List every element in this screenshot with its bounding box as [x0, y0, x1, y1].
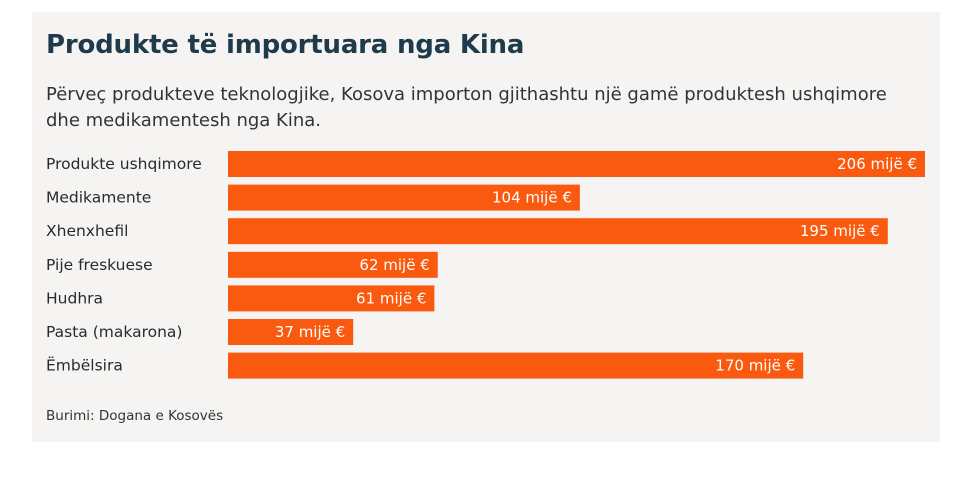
value-label: 195 mijë €: [800, 222, 880, 240]
value-label: 104 mijë €: [492, 189, 572, 207]
value-label: 206 mijë €: [837, 155, 917, 173]
bar: [228, 352, 804, 379]
value-label: 61 mijë €: [356, 289, 426, 307]
chart-title: Produkte të importuara nga Kina: [46, 30, 525, 60]
category-label: Produkte ushqimore: [46, 155, 202, 173]
bar: [228, 218, 888, 245]
bar: [228, 251, 438, 278]
bar-chart: Produkte ushqimore 206 mijë € Medikamente 1…: [46, 151, 925, 379]
value-label: 62 mijë €: [359, 256, 429, 274]
bar: [228, 184, 580, 211]
bar: [228, 319, 354, 345]
value-label: 37 mijë €: [275, 323, 345, 341]
value-label: 170 mijë €: [715, 357, 795, 375]
category-label: Hudhra: [46, 289, 103, 307]
chart-subtitle: Përveç produkteve teknologjike, Kosova i…: [46, 84, 887, 131]
bar: [228, 285, 435, 312]
source-note: Burimi: Dogana e Kosovës: [46, 408, 224, 424]
category-label: Ëmbëlsira: [46, 356, 123, 375]
category-label: Pije freskuese: [46, 256, 153, 274]
bar: [228, 151, 925, 177]
category-label: Medikamente: [46, 189, 151, 207]
category-label: Pasta (makarona): [46, 323, 182, 341]
category-label: Xhenxhefil: [46, 222, 128, 240]
chart-card: Produkte të importuara nga Kina Përveç p…: [32, 12, 940, 442]
